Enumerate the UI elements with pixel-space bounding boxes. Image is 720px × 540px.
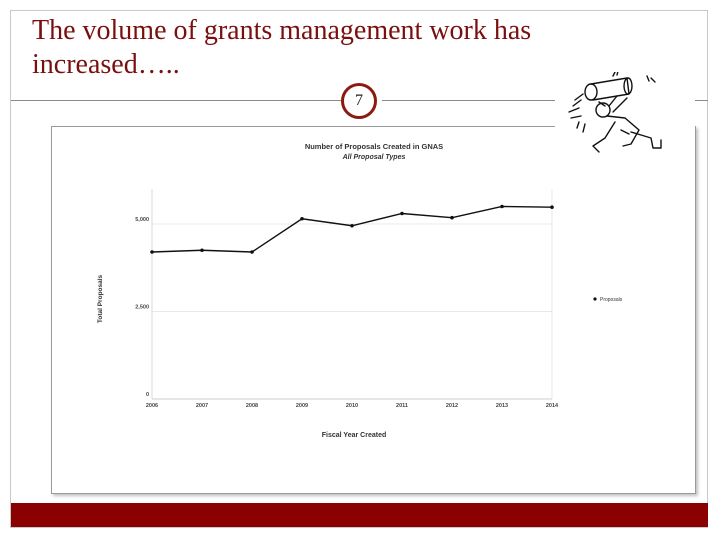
person-carrying-rolled-paper-illustration <box>555 72 695 153</box>
slide-frame <box>10 10 708 528</box>
x-tick-label: 2009 <box>296 403 308 409</box>
legend: Proposals <box>593 297 623 303</box>
chart-title: Number of Proposals Created in GNAS <box>305 142 443 151</box>
legend-label: Proposals <box>600 297 623 303</box>
slide-title: The volume of grants management work has… <box>32 15 532 80</box>
data-point <box>250 250 254 254</box>
chart-subtitle: All Proposal Types <box>342 154 406 161</box>
line-chart: Number of Proposals Created in GNAS All … <box>97 142 623 439</box>
x-tick-label: 2010 <box>346 403 358 409</box>
data-point <box>350 223 354 228</box>
x-tick-label: 2013 <box>496 403 508 409</box>
y-tick-label: 2,500 <box>135 305 149 311</box>
chart-panel: Number of Proposals Created in GNAS All … <box>51 126 696 494</box>
data-point <box>300 216 304 221</box>
page-number-badge: 7 <box>341 83 377 119</box>
y-tick-label: 5,000 <box>135 217 149 223</box>
x-tick-label: 2011 <box>396 403 408 409</box>
title-divider-right <box>382 100 708 101</box>
title-divider-left <box>11 100 341 101</box>
footer-accent-bar <box>11 503 708 527</box>
data-point <box>550 205 554 209</box>
x-tick-label: 2012 <box>446 403 458 409</box>
y-axis-label: Total Proposals <box>97 274 104 323</box>
series-line <box>151 205 553 253</box>
legend-marker <box>593 297 597 301</box>
data-point <box>150 250 154 254</box>
data-point <box>200 248 204 253</box>
data-point <box>500 204 504 209</box>
y-tick-label: 0 <box>146 392 149 398</box>
data-point <box>450 215 454 220</box>
x-tick-label: 2014 <box>546 403 559 409</box>
x-tick-label: 2008 <box>246 403 258 409</box>
x-axis-label: Fiscal Year Created <box>322 432 386 439</box>
data-point <box>400 211 404 216</box>
x-tick-label: 2006 <box>146 403 158 409</box>
x-tick-label: 2007 <box>196 403 208 409</box>
plot-area: 0 2,500 5,000 2006 2007 2008 2009 2010 2011 2012 2… <box>135 189 559 409</box>
